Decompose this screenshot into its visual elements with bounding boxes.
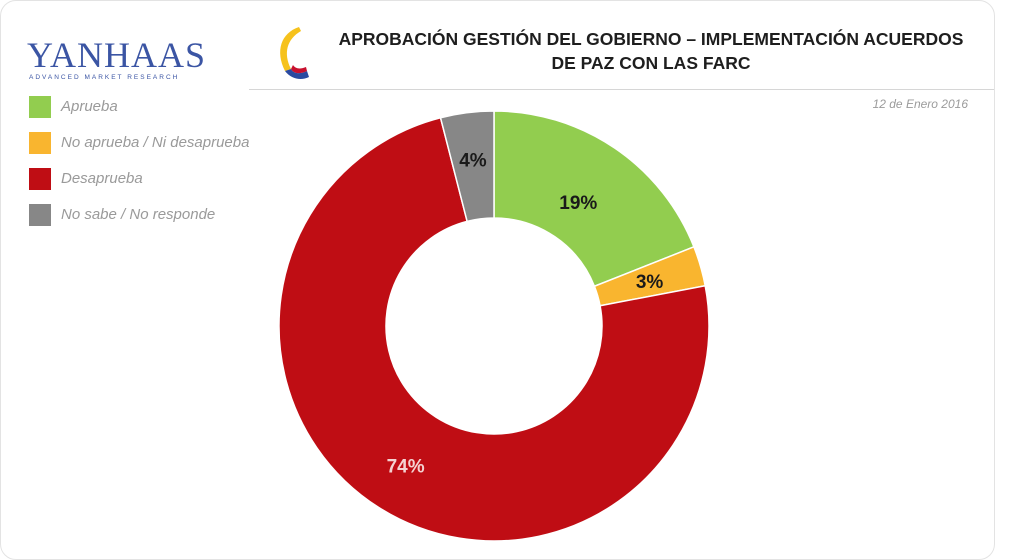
slice-desaprueba (278, 116, 710, 542)
colombia-flag-emblem-icon (280, 27, 309, 79)
legend-label-aprueba: Aprueba (61, 98, 118, 115)
chart-title: APROBACIÓN GESTIÓN DEL GOBIERNO – IMPLEM… (311, 27, 991, 75)
logo-text: YANHAAS (27, 35, 207, 75)
donut-chart: 19% 3% 74% 4% (278, 110, 710, 542)
survey-date: 12 de Enero 2016 (872, 97, 968, 111)
legend-label-desaprueba: Desaprueba (61, 170, 143, 187)
legend-label-neutral: No aprueba / Ni desaprueba (61, 134, 250, 151)
legend-swatch-aprueba (29, 96, 51, 118)
title-divider (249, 89, 994, 90)
slice-label-aprueba: 19% (559, 193, 597, 214)
legend-swatch-no-sabe (29, 204, 51, 226)
slice-label-no-sabe: 4% (459, 150, 487, 171)
slice-label-desaprueba: 74% (387, 456, 425, 477)
slice-aprueba (493, 110, 695, 288)
legend-label-no-sabe: No sabe / No responde (61, 206, 216, 223)
logo-tagline: ADVANCED MARKET RESEARCH (29, 74, 180, 81)
slice-label-neutral: 3% (636, 272, 664, 293)
yanhaas-logo: YANHAAS ADVANCED MARKET RESEARCH (27, 37, 205, 87)
chart-title-line-1: APROBACIÓN GESTIÓN DEL GOBIERNO – IMPLEM… (338, 29, 964, 49)
slice-no-sabe (439, 110, 495, 223)
legend-swatch-neutral (29, 132, 51, 154)
slide-card: YANHAAS ADVANCED MARKET RESEARCH APROBAC… (0, 0, 995, 560)
chart-title-line-2: DE PAZ CON LAS FARC (551, 53, 751, 73)
legend-swatch-desaprueba (29, 168, 51, 190)
